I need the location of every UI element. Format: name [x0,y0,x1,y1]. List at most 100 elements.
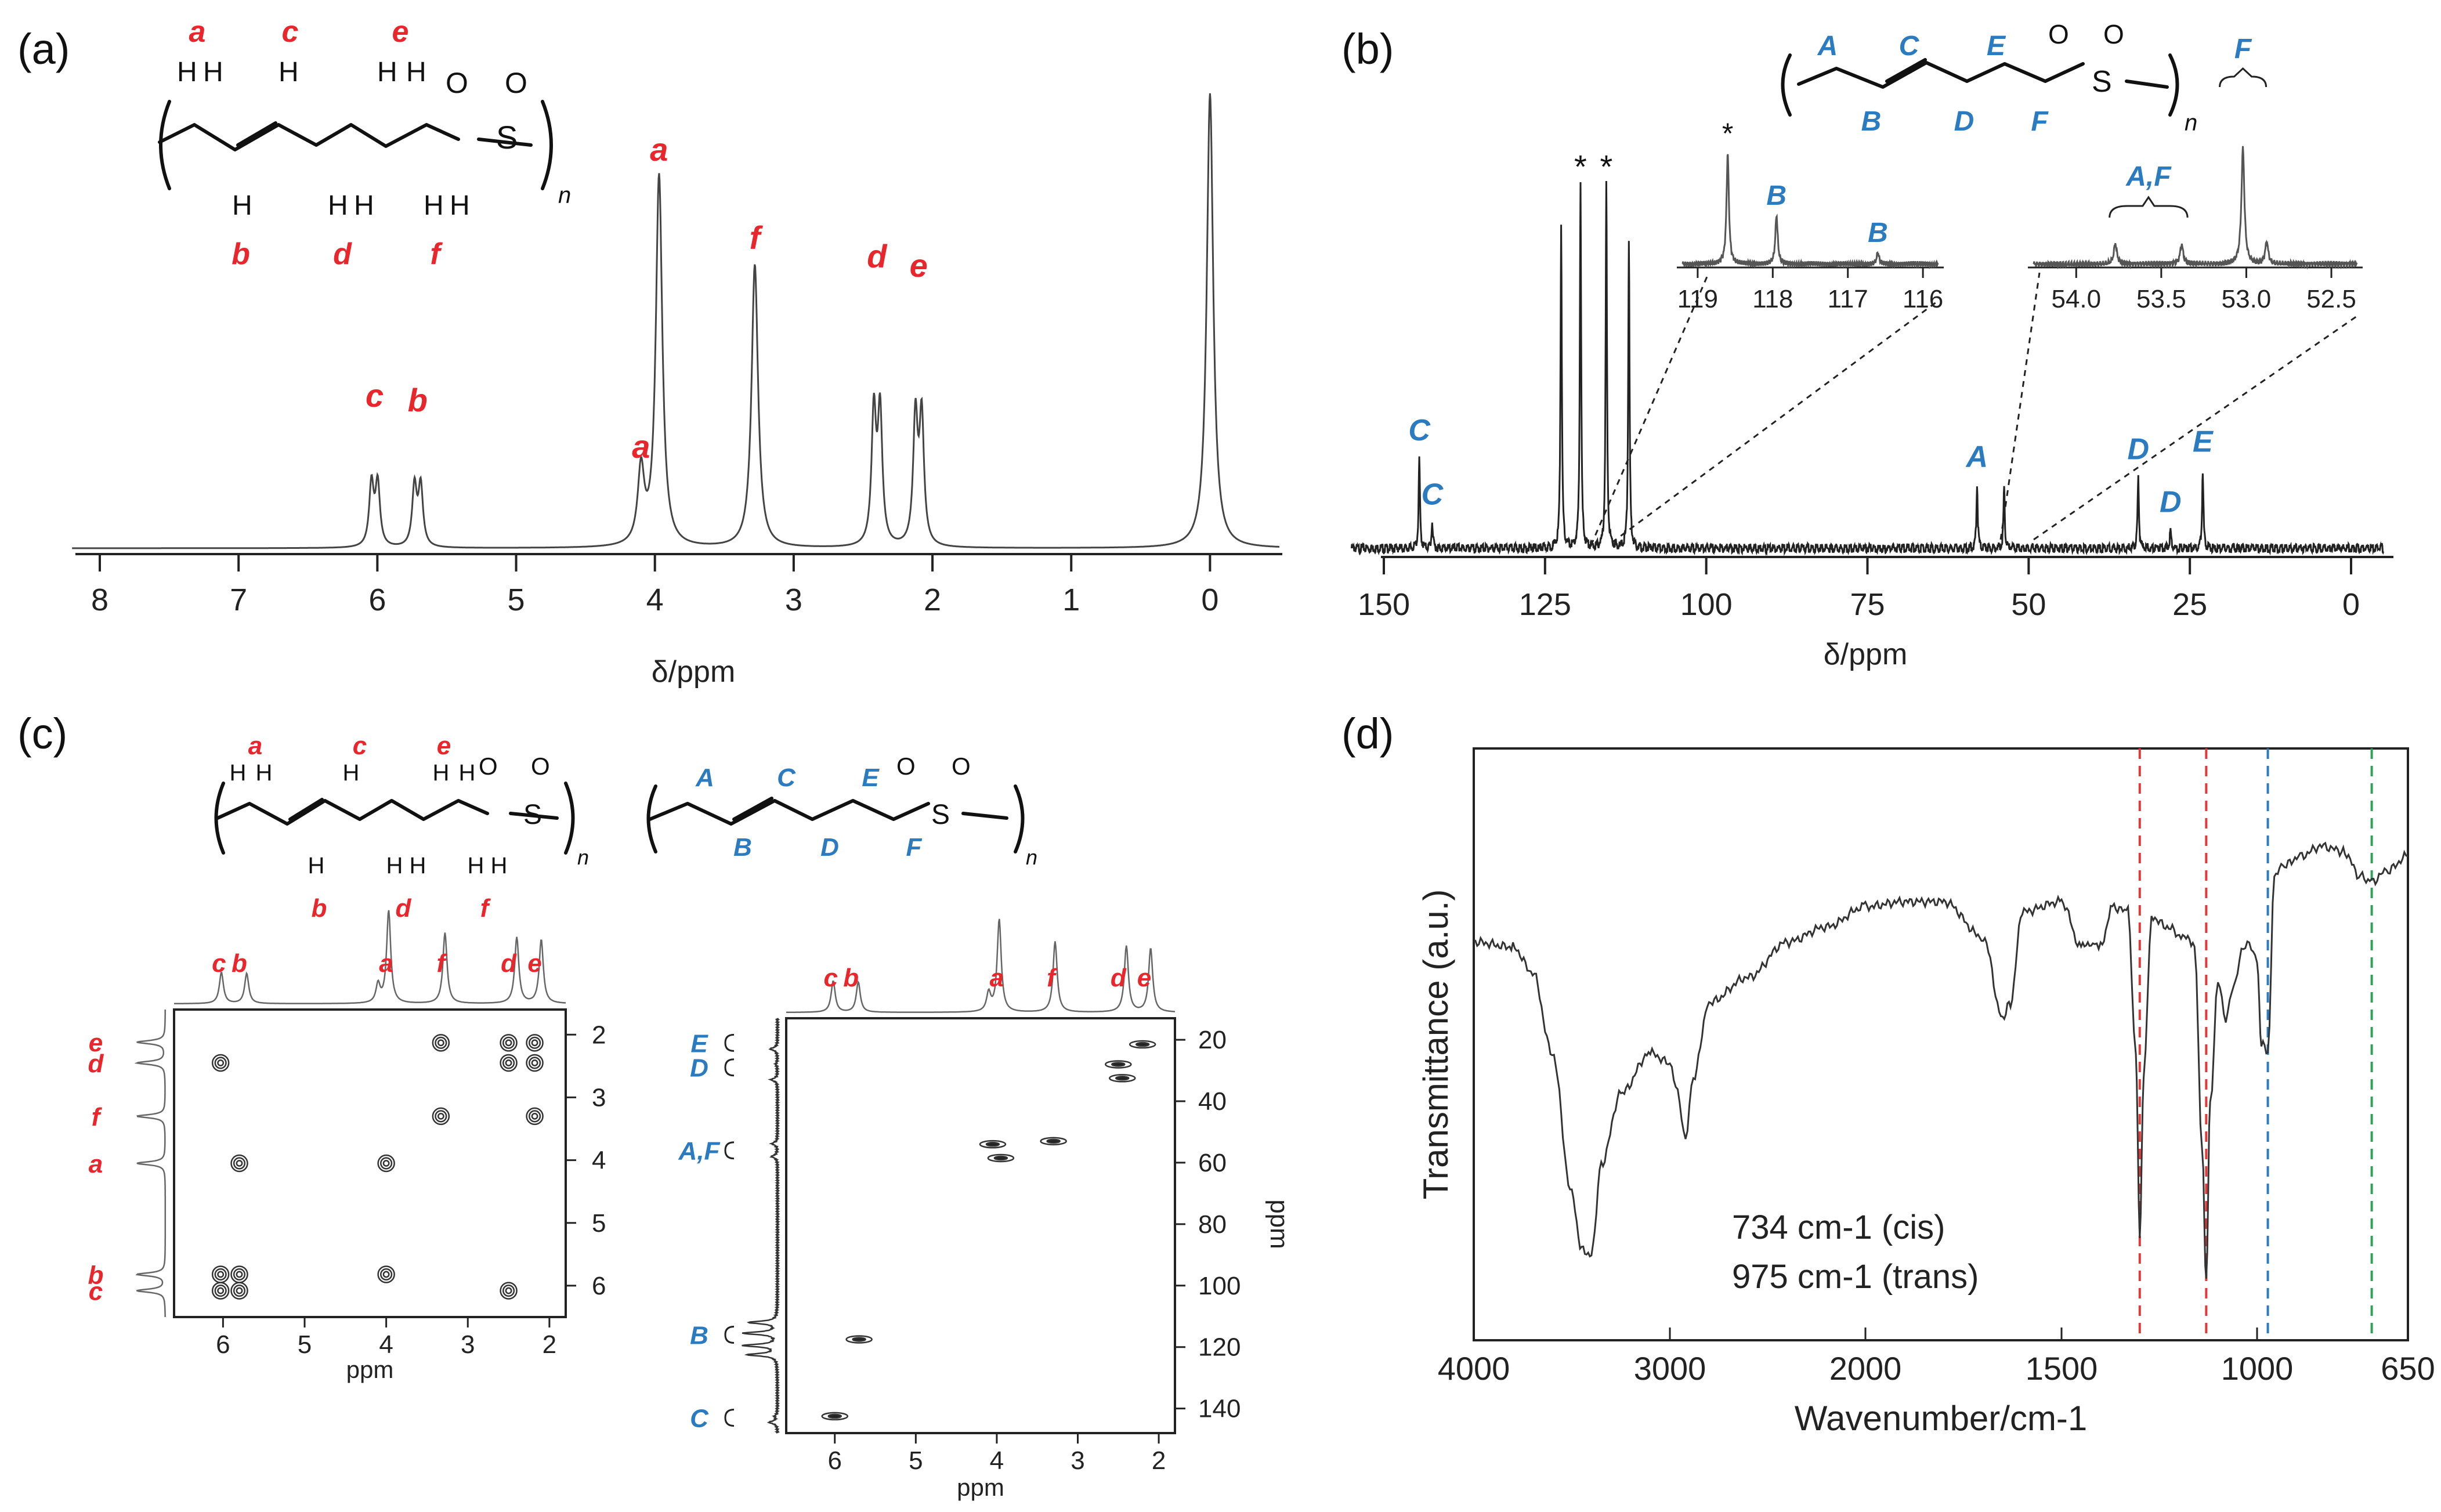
x-tick-label: 2 [543,1330,556,1359]
panel-b-tick-label: 0 [2342,587,2360,622]
oxygen-atom-c1: O [479,753,498,780]
structure-label-A: A [695,764,714,792]
cross-peak-contour [1129,1040,1156,1049]
cross-peak-contour [987,1153,1015,1163]
structure-label-F: F [2031,106,2049,137]
cross-peak-contour [230,1282,248,1300]
structure-label-D: D [1954,106,1975,137]
structure-label-e: e [437,732,451,760]
peak-label-d: d [867,238,888,274]
panel-b-chart: 150 125 100 75 50 25 0 CC* *A DDE δ/ppm 119 118 11… [1350,19,2393,671]
repeat-n: n [558,183,571,208]
x-tick-label: 5 [298,1330,312,1359]
hydrogen-atom: H [354,190,374,221]
panel-b-spectrum-line [1350,180,2385,556]
panel-a-tick-label: 7 [230,583,247,617]
x-tick-label: 4 [990,1446,1004,1475]
panel-c-left-structure-labels: a c eb d fH H H H HH H H H H [230,732,508,923]
cross-peak-contour [526,1054,544,1072]
structure-label-c: c [282,15,299,49]
cross-peak-contour [233,1268,246,1281]
structure-label-C: C [777,764,796,792]
panel-a-tick-label: 3 [785,583,802,617]
hydrogen-atom: H [328,190,348,221]
cross-peak-contour [1135,1041,1150,1047]
panel-b-tick-label: 50 [2011,587,2046,622]
panel-b-x-label: δ/ppm [1824,638,1908,671]
cross-peak-contour [528,1110,541,1123]
ir-spectrum-line [1473,841,2409,1279]
side-bracket [724,1141,735,1160]
cross-peak-contour [526,1034,544,1052]
panel-a-structure: S O O n H H H H HH H H H H a c eb d f [158,15,571,271]
structure-label-c: c [353,732,367,760]
cross-peak-contour [1111,1062,1126,1067]
panel-b-inset-1: 119 118 117 116*BB [1677,117,1944,313]
cross-peak-contour [377,1265,395,1283]
peak-label-D: D [2127,433,2149,466]
panel-c-structures: S O O n a c eb d fH H H H HH H H H H S O O n A C EB D F [214,732,1037,923]
panel-a-x-axis: 8 7 6 5 4 3 2 1 0 [75,553,1282,617]
cross-peak-contour [380,1157,393,1170]
structure-label-a: a [248,732,262,760]
structure-label-b: b [312,894,327,923]
cross-peak-contour [217,1287,225,1294]
ir-y-axis-label: Transmittance (a.u.) [1416,889,1455,1200]
panel-a-tick-label: 0 [1201,583,1218,617]
cross-peak-contour [1040,1137,1067,1146]
x-tick-label: 6 [216,1330,230,1359]
structure-label-d: d [333,237,352,271]
top-label-a: a [379,949,393,978]
hydrogen-atom: H [308,853,325,878]
sulfur-atom-c-right: S [931,800,950,830]
sulfur-atom-b: S [2092,65,2112,99]
top-label-f: f [1047,964,1058,992]
ir-plot-frame [1473,747,2409,1341]
panel-label-a: (a) [17,25,70,73]
solvent-marker: * [1600,149,1613,185]
hydrogen-atom: H [177,57,197,88]
cross-peak-contour [236,1287,243,1294]
hydrogen-atom: H [468,853,484,878]
peak-label-a: a [632,428,650,465]
oxygen-atom-c3: O [896,753,916,780]
cross-peak-contour [214,1284,227,1297]
hydrogen-atom: H [450,190,470,221]
peak-label-f: f [750,219,764,256]
cross-peak-contour [845,1335,873,1344]
peak-label-a: a [650,131,668,168]
panel-b-structure-labels: A C E B D F [1817,31,2049,137]
peak-label-c: c [366,377,384,414]
panel-a-x-label: δ/ppm [652,655,736,689]
y-tick-label: 100 [1198,1272,1241,1300]
oxygen-atom-c4: O [952,753,971,780]
side-label-a: a [89,1150,103,1178]
oxygen-atom-1: O [446,67,468,99]
solvent-marker: * [1574,149,1587,185]
cross-peak-contour [852,1337,866,1342]
cross-peak-contour [437,1112,444,1120]
structure-label-B: B [1861,106,1882,137]
cross-peak-contour [214,1057,227,1069]
panel-b-tick-label: 125 [1519,587,1571,622]
hydrogen-atom: H [256,760,273,786]
cross-peak-contour [502,1284,515,1297]
panel-label-c: (c) [17,710,67,758]
ir-x-tick-label: 1500 [2026,1350,2098,1387]
panel-a-tick-label: 2 [924,583,941,617]
cross-peak-contour [380,1268,393,1281]
side-label-A,F: A,F [678,1137,721,1166]
peak-label-e: e [910,247,928,284]
y-tick-label: 2 [592,1021,606,1049]
side-projection-trace [134,1010,167,1317]
cross-peak-contour [217,1271,225,1278]
cross-peak-contour [435,1110,447,1123]
structure-label-a: a [189,15,206,49]
repeat-n-b: n [2185,110,2197,136]
hydrogen-atom: H [343,760,360,786]
cross-peak-contour [377,1154,395,1173]
y-tick-label: 140 [1198,1395,1241,1423]
cross-peak-contour [382,1160,390,1167]
hydrogen-atom: H [232,190,252,221]
x-tick-label: 3 [461,1330,475,1359]
